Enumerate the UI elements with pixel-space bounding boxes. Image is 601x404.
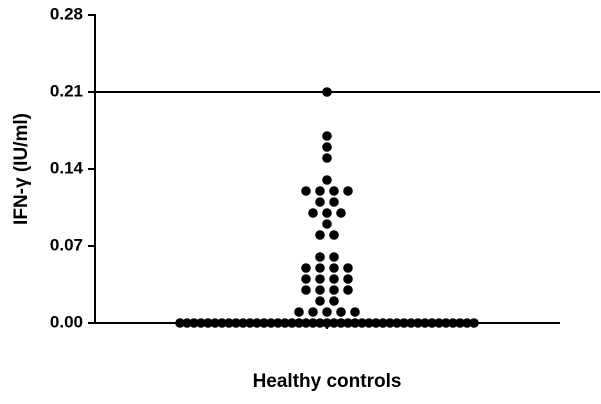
data-point [308, 307, 318, 317]
data-point [315, 230, 325, 240]
data-point [280, 318, 290, 328]
data-point [210, 318, 220, 328]
data-point [231, 318, 241, 328]
data-point [238, 318, 248, 328]
data-point [301, 274, 311, 284]
data-point [322, 208, 332, 218]
data-point [427, 318, 437, 328]
data-point [259, 318, 269, 328]
data-point [322, 131, 332, 141]
data-point [217, 318, 227, 328]
data-point [462, 318, 472, 328]
data-point [196, 318, 206, 328]
data-point [294, 318, 304, 328]
data-point [343, 285, 353, 295]
data-point [308, 208, 318, 218]
data-point [350, 318, 360, 328]
y-tick-label: 0.14 [50, 158, 84, 177]
data-point [301, 318, 311, 328]
data-point [385, 318, 395, 328]
data-point [273, 318, 283, 328]
data-point [420, 318, 430, 328]
data-point [350, 307, 360, 317]
data-point [224, 318, 234, 328]
data-point [245, 318, 255, 328]
data-point [322, 219, 332, 229]
data-point [448, 318, 458, 328]
data-point [336, 318, 346, 328]
data-point [322, 142, 332, 152]
x-axis-label: Healthy controls [253, 371, 402, 392]
data-point [329, 318, 339, 328]
data-point [266, 318, 276, 328]
data-point [343, 274, 353, 284]
data-point [294, 307, 304, 317]
data-point [175, 318, 185, 328]
data-point [315, 252, 325, 262]
y-tick-label: 0.28 [50, 4, 83, 23]
data-point [343, 263, 353, 273]
data-point [343, 186, 353, 196]
data-point [469, 318, 479, 328]
data-point [301, 285, 311, 295]
data-point [399, 318, 409, 328]
data-point [322, 87, 332, 97]
data-point [322, 175, 332, 185]
data-point [441, 318, 451, 328]
y-axis-label: IFN-γ (IU/ml) [11, 113, 32, 225]
data-point [203, 318, 213, 328]
data-point [378, 318, 388, 328]
data-point [315, 318, 325, 328]
y-tick-label: 0.21 [50, 81, 83, 100]
data-point [371, 318, 381, 328]
data-point [322, 318, 332, 328]
data-point [315, 197, 325, 207]
data-point [301, 186, 311, 196]
data-point [434, 318, 444, 328]
data-point [189, 318, 199, 328]
data-point [287, 318, 297, 328]
data-point [336, 208, 346, 218]
data-point [406, 318, 416, 328]
data-point [315, 263, 325, 273]
data-point [322, 307, 332, 317]
data-point [252, 318, 262, 328]
data-point [357, 318, 367, 328]
y-tick-label: 0.07 [50, 235, 83, 254]
data-point [182, 318, 192, 328]
data-point [364, 318, 374, 328]
data-point [455, 318, 465, 328]
data-point [329, 285, 339, 295]
data-point [329, 296, 339, 306]
data-point [308, 318, 318, 328]
data-point [315, 296, 325, 306]
data-point [336, 307, 346, 317]
data-point [329, 230, 339, 240]
data-point [413, 318, 423, 328]
data-point [329, 252, 339, 262]
data-point [322, 153, 332, 163]
data-point [315, 186, 325, 196]
y-tick-label: 0.00 [50, 312, 83, 331]
data-point [329, 186, 339, 196]
data-point [315, 285, 325, 295]
data-point [329, 197, 339, 207]
data-point [329, 263, 339, 273]
data-point [329, 274, 339, 284]
data-point [343, 318, 353, 328]
data-point [392, 318, 402, 328]
data-point [301, 263, 311, 273]
data-point [315, 274, 325, 284]
